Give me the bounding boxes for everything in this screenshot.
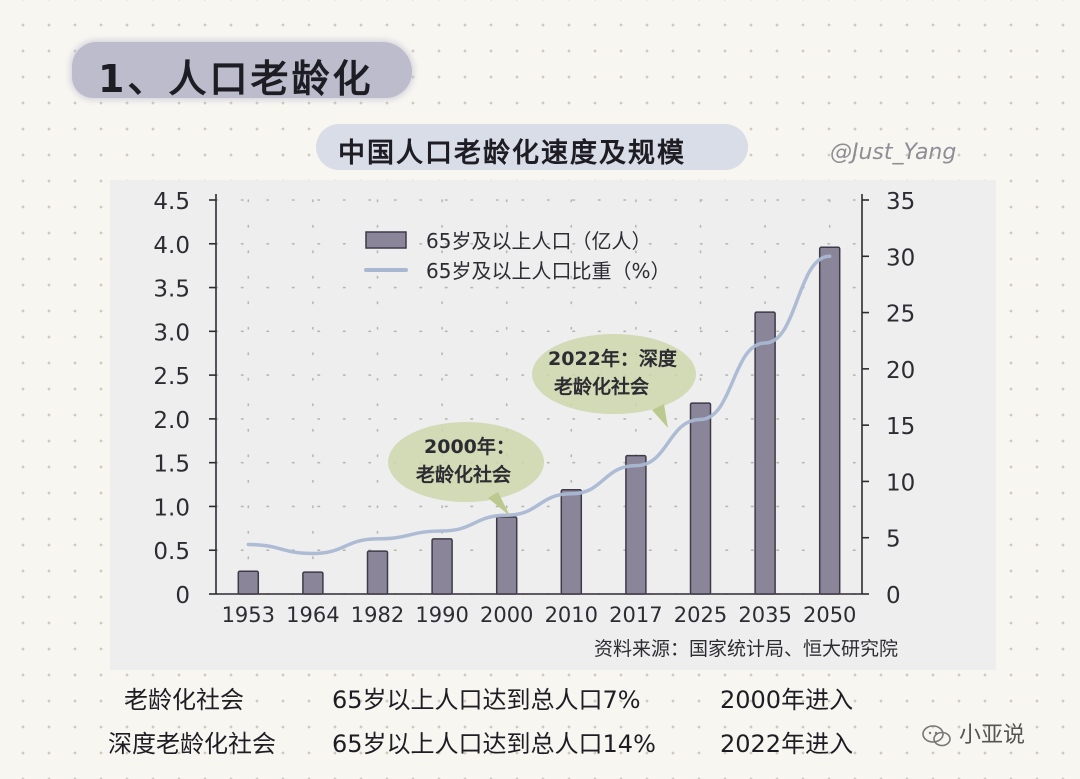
callout-2022-bubble [532, 334, 696, 428]
y-tick-label-right: 35 [886, 189, 915, 215]
y-tick-label-right: 20 [886, 358, 915, 384]
y-tick-label-right: 15 [886, 414, 915, 440]
y-tick-label-right: 5 [886, 527, 901, 553]
bar [689, 402, 712, 595]
bar [625, 454, 647, 595]
y-tick-label-left: 0 [175, 583, 190, 609]
definition-year-1: 2000年进入 [720, 686, 854, 714]
bar [818, 246, 841, 595]
chart-title-pill: 中国人口老龄化速度及规模 [316, 124, 748, 170]
legend-bar-label: 65岁及以上人口（亿人） [426, 229, 651, 253]
chart-title: 中国人口老龄化速度及规模 [338, 138, 686, 169]
definition-year-2: 2022年进入 [720, 730, 854, 758]
brand-badge: 小亚说 [922, 717, 1025, 749]
x-tick-label: 1953 [222, 603, 275, 627]
author-watermark: @Just_Yang [830, 140, 957, 165]
bar [754, 311, 776, 595]
definition-criterion-1: 65岁以上人口达到总人口7% [332, 686, 641, 714]
y-tick-label-left: 1.5 [153, 452, 190, 478]
legend-bar-swatch [365, 231, 407, 249]
y-tick-label-left: 4.0 [153, 233, 190, 259]
wechat-icon [922, 725, 951, 747]
bar [495, 516, 518, 595]
definition-term-2: 深度老龄化社会 [108, 730, 276, 758]
x-tick-label: 1990 [415, 603, 468, 627]
bar [431, 538, 453, 595]
bar [560, 489, 583, 595]
y-tick-label-right: 30 [886, 245, 915, 271]
x-tick-label: 2050 [803, 603, 856, 627]
callout-2000-line1: 2000年： [424, 436, 515, 458]
x-tick-label: 2010 [545, 603, 598, 627]
y-tick-label-left: 3.0 [153, 320, 190, 346]
ratio-line [246, 254, 832, 556]
callout-2022-line1: 2022年：深度 [548, 348, 677, 370]
callout-2000-line2: 老龄化社会 [416, 464, 512, 486]
bar [302, 571, 324, 595]
callout-2022-line2: 老龄化社会 [554, 376, 650, 398]
y-tick-label-left: 4.5 [153, 189, 190, 215]
section-title-pill: 1、人口老龄化 [72, 42, 412, 101]
callout-2022-arrow [652, 404, 668, 428]
x-tick-label: 2035 [738, 603, 791, 627]
callout-2000-arrow [488, 492, 510, 516]
y-tick-label-right: 10 [886, 470, 915, 496]
definition-term-1: 老龄化社会 [124, 686, 244, 714]
x-tick-label: 2017 [609, 603, 662, 627]
bar-series [237, 246, 841, 595]
y-tick-label-right: 25 [886, 302, 915, 328]
legend-line-label: 65岁及以上人口比重（%） [426, 259, 670, 283]
bar [366, 550, 389, 595]
brand-name: 小亚说 [959, 723, 1026, 748]
line-series [246, 254, 832, 556]
axes [209, 194, 869, 595]
tick-labels: 00.51.01.52.02.53.03.54.04.5051015202530… [153, 189, 915, 627]
x-tick-label: 1964 [286, 603, 339, 627]
y-tick-label-left: 2.5 [153, 364, 190, 390]
definition-criterion-2: 65岁以上人口达到总人口14% [332, 730, 656, 758]
y-tick-label-left: 0.5 [153, 539, 190, 565]
x-tick-label: 2000 [480, 603, 533, 627]
y-tick-label-left: 3.5 [153, 277, 190, 303]
bar [237, 570, 260, 595]
x-tick-label: 1982 [351, 603, 404, 627]
y-tick-label-left: 2.0 [153, 408, 190, 434]
y-tick-label-right: 0 [886, 583, 901, 609]
legend: 65岁及以上人口（亿人） 65岁及以上人口比重（%） [364, 229, 670, 283]
y-tick-label-left: 1.0 [153, 495, 190, 521]
x-tick-label: 2025 [674, 603, 727, 627]
section-title: 1、人口老龄化 [98, 57, 374, 101]
data-source: 资料来源：国家统计局、恒大研究院 [594, 638, 899, 660]
callout-2000-bubble [388, 422, 544, 516]
